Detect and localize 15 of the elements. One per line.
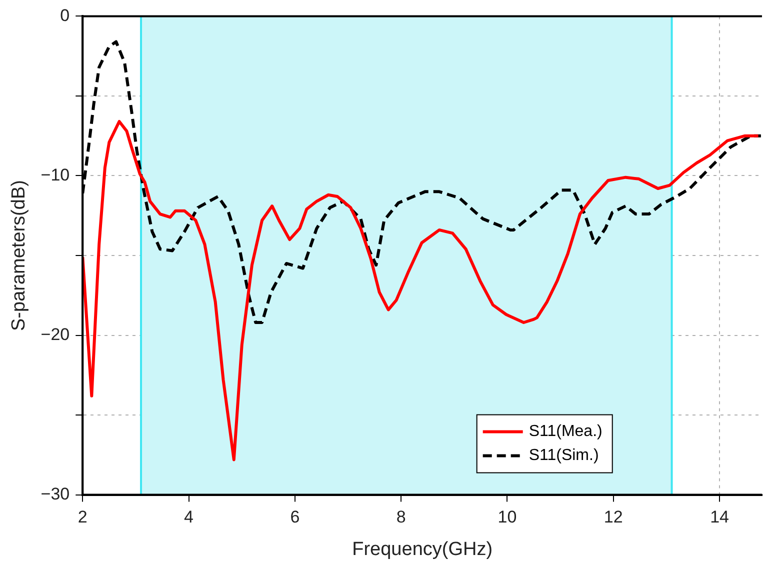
x-tick-label: 12 <box>604 508 623 527</box>
legend-label: S11(Sim.) <box>528 447 599 464</box>
x-axis-title: Frequency(GHz) <box>352 538 493 560</box>
y-tick-label: −10 <box>40 165 70 184</box>
x-tick-label: 6 <box>290 508 300 527</box>
x-tick-label: 10 <box>498 508 517 527</box>
x-tick-label: 14 <box>710 508 729 527</box>
x-tick-label: 2 <box>78 508 88 527</box>
legend-label: S11(Mea.) <box>528 423 602 440</box>
x-tick-label: 4 <box>184 508 194 527</box>
y-tick-label: 0 <box>60 6 70 25</box>
y-tick-label: −30 <box>40 484 70 504</box>
y-tick-label: −20 <box>40 324 70 344</box>
x-tick-label: 8 <box>396 508 406 527</box>
y-axis-title: S-parameters(dB) <box>8 180 30 331</box>
